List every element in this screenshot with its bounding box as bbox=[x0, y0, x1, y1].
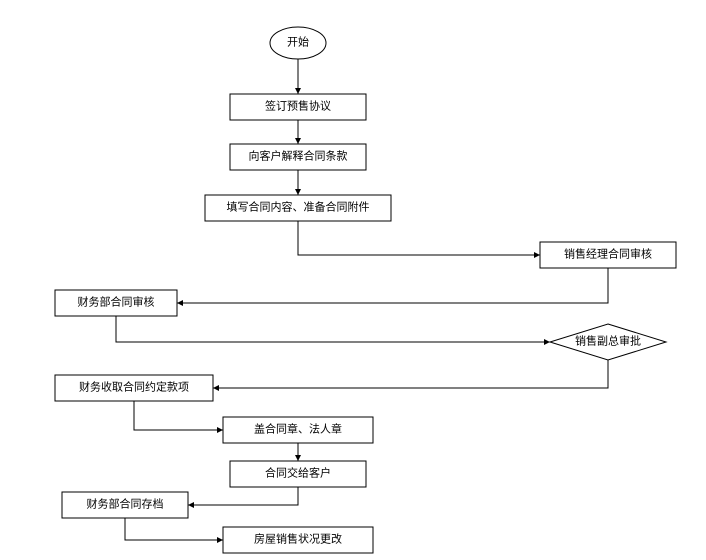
node-n11: 房屋销售状况更改 bbox=[223, 527, 373, 553]
node-n6: 销售副总审批 bbox=[550, 324, 666, 360]
edge bbox=[116, 316, 550, 342]
node-label-n5: 财务部合同审核 bbox=[78, 295, 155, 309]
node-n9: 合同交给客户 bbox=[230, 461, 366, 487]
node-label-n7: 财务收取合同约定款项 bbox=[79, 380, 189, 394]
edge bbox=[213, 360, 608, 388]
node-label-n11: 房屋销售状况更改 bbox=[254, 532, 342, 546]
node-n7: 财务收取合同约定款项 bbox=[55, 375, 213, 401]
node-label-start: 开始 bbox=[287, 35, 309, 49]
node-label-n4: 销售经理合同审核 bbox=[564, 247, 652, 261]
node-n1: 签订预售协议 bbox=[230, 94, 366, 120]
node-label-n8: 盖合同章、法人章 bbox=[254, 422, 342, 436]
node-label-n2: 向客户解释合同条款 bbox=[249, 149, 348, 163]
node-n4: 销售经理合同审核 bbox=[540, 242, 676, 268]
node-label-n9: 合同交给客户 bbox=[265, 466, 331, 480]
node-start: 开始 bbox=[270, 27, 326, 59]
node-label-n6: 销售副总审批 bbox=[575, 334, 641, 348]
edge bbox=[298, 221, 540, 255]
node-n8: 盖合同章、法人章 bbox=[223, 417, 373, 443]
edge bbox=[177, 268, 608, 303]
edge bbox=[134, 401, 223, 430]
node-label-n3: 填写合同内容、准备合同附件 bbox=[227, 200, 370, 214]
edge bbox=[188, 487, 298, 505]
node-n2: 向客户解释合同条款 bbox=[230, 144, 366, 170]
node-n3: 填写合同内容、准备合同附件 bbox=[205, 195, 391, 221]
node-label-n10: 财务部合同存档 bbox=[87, 497, 164, 511]
node-n10: 财务部合同存档 bbox=[62, 492, 188, 518]
flowchart-canvas: 开始签订预售协议向客户解释合同条款填写合同内容、准备合同附件销售经理合同审核财务… bbox=[0, 0, 706, 560]
edge bbox=[125, 518, 223, 540]
node-label-n1: 签订预售协议 bbox=[265, 99, 331, 113]
node-n5: 财务部合同审核 bbox=[55, 290, 177, 316]
